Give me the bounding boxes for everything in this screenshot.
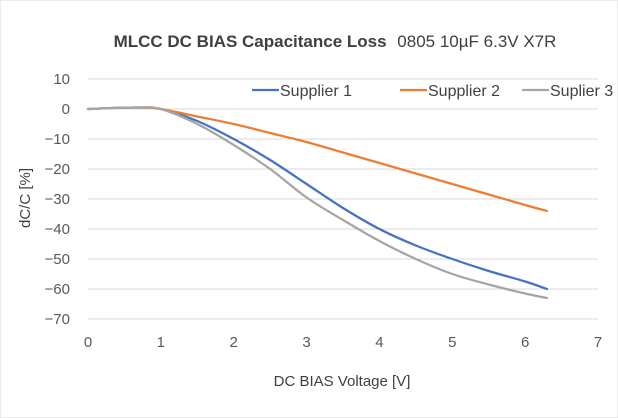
y-axis-title: dC/C [%]: [17, 168, 34, 228]
x-tick-label: 7: [594, 334, 602, 351]
legend-label-3: Suplier 3: [550, 83, 613, 100]
x-tick-label: 3: [302, 334, 310, 351]
legend: Supplier 1 Supplier 2 Suplier 3: [252, 83, 613, 100]
legend-label-1: Supplier 1: [280, 83, 352, 100]
chart-title-rest: 0805 10µF 6.3V X7R: [397, 32, 556, 51]
tick-labels: 10 0 −10 −20 −30 −40 −50 −60 −70 0 1 2 3 4 5 6 7: [45, 71, 603, 351]
series-line-3: [86, 106, 549, 300]
y-tick-label: 0: [62, 101, 70, 118]
y-tick-label: 10: [53, 71, 70, 88]
chart-title: MLCC DC BIAS Capacitance Loss 0805 10µF …: [114, 32, 557, 51]
x-tick-label: 1: [157, 334, 165, 351]
y-tick-label: −40: [45, 221, 70, 238]
x-axis-title: DC BIAS Voltage [V]: [274, 373, 411, 390]
legend-label-2: Supplier 2: [428, 83, 500, 100]
y-tick-label: −20: [45, 161, 70, 178]
x-tick-label: 6: [521, 334, 529, 351]
y-tick-label: −70: [45, 311, 70, 328]
x-tick-label: 2: [230, 334, 238, 351]
x-tick-label: 0: [84, 334, 92, 351]
series-lines: [86, 106, 549, 300]
x-tick-label: 5: [448, 334, 456, 351]
y-tick-label: −50: [45, 251, 70, 268]
x-tick-label: 4: [375, 334, 383, 351]
y-tick-label: −30: [45, 191, 70, 208]
chart-title-bold: MLCC DC BIAS Capacitance Loss: [114, 32, 387, 51]
y-tick-label: −60: [45, 281, 70, 298]
y-tick-label: −10: [45, 131, 70, 148]
